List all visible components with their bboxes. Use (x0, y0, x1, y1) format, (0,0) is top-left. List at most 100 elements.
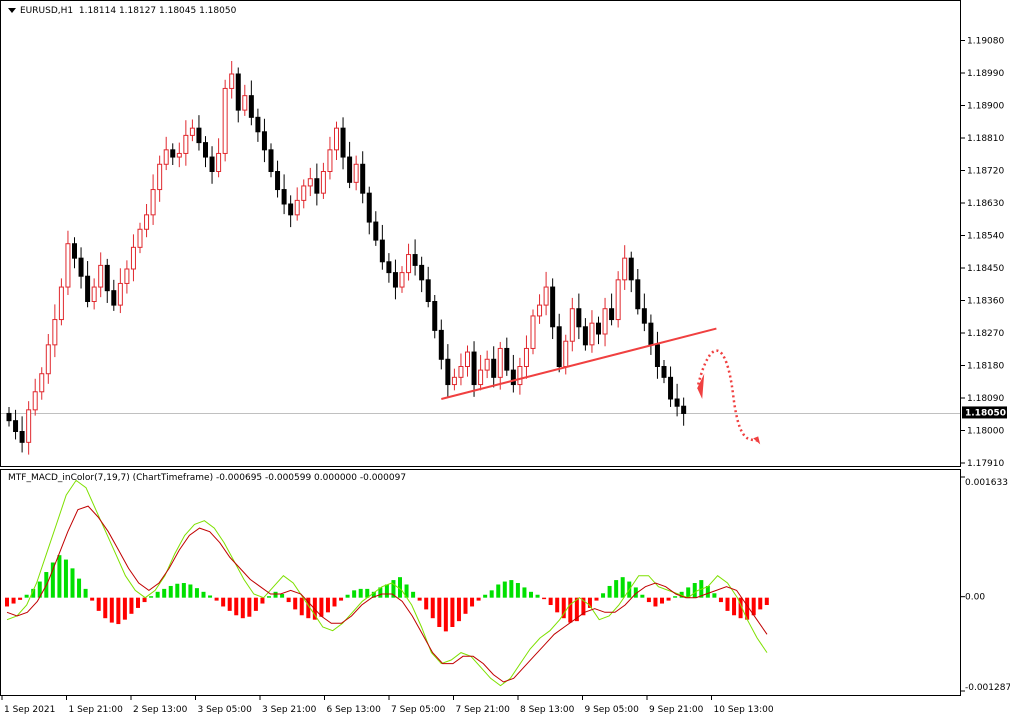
arrowhead-icon (753, 436, 761, 445)
macd-histogram-bar (70, 568, 75, 598)
candle (674, 398, 680, 407)
candle (157, 163, 163, 191)
macd-histogram-bar (253, 597, 258, 611)
macd-histogram-bar (463, 597, 468, 614)
candle (58, 286, 64, 321)
macd-histogram-bar (633, 587, 638, 598)
candle (353, 163, 359, 183)
candle (497, 347, 503, 378)
price-tick-label: 1.19080 (967, 37, 1004, 47)
macd-histogram-bar (653, 597, 658, 607)
candle (432, 301, 438, 331)
candle (111, 290, 117, 306)
indicator-panel[interactable] (0, 469, 961, 696)
price-tick-label: 1.18360 (967, 297, 1004, 307)
candle (124, 268, 130, 284)
macd-histogram-bar (103, 597, 108, 619)
macd-histogram-bar (404, 584, 409, 598)
candle (635, 279, 641, 310)
candle (589, 322, 595, 346)
macd-histogram-bar (63, 559, 68, 598)
macd-histogram-bar (555, 597, 560, 613)
candle (681, 405, 687, 414)
macd-histogram-bar (764, 597, 769, 606)
time-tick-label: 7 Sep 05:00 (391, 705, 446, 715)
candle (340, 127, 346, 158)
macd-histogram-bar (306, 597, 311, 619)
macd-histogram-bar (155, 591, 160, 598)
price-tick-label: 1.18270 (967, 329, 1004, 339)
macd-histogram-bar (299, 597, 304, 616)
macd-histogram-bar (574, 597, 579, 622)
time-tick-label: 9 Sep 05:00 (585, 705, 640, 715)
time-tick-label: 6 Sep 13:00 (327, 705, 382, 715)
macd-histogram-bar (679, 591, 684, 598)
time-tick-label: 8 Sep 13:00 (520, 705, 575, 715)
macd-histogram-bar (489, 590, 494, 598)
macd-histogram-bar (476, 597, 481, 601)
macd-histogram-bar (542, 597, 547, 600)
candle (150, 189, 156, 216)
candle (517, 366, 523, 386)
macd-histogram-bar (692, 583, 697, 598)
macd-histogram-bar (502, 581, 507, 598)
macd-histogram-bar (11, 597, 16, 604)
candle (248, 95, 254, 118)
macd-chart[interactable] (1, 470, 960, 695)
candle (419, 264, 425, 281)
candle (523, 347, 529, 368)
candle (52, 319, 58, 346)
macd-histogram-bar (83, 588, 88, 598)
macd-histogram-bar (732, 597, 737, 616)
macd-histogram-bar (358, 588, 363, 598)
macd-histogram-bar (561, 597, 566, 619)
candle (484, 358, 490, 371)
macd-histogram-bar (18, 597, 23, 600)
candle (478, 369, 484, 386)
candle (399, 272, 405, 288)
candle (170, 149, 176, 158)
macd-histogram-bar (24, 594, 29, 598)
macd-histogram-bar (548, 597, 553, 606)
macd-histogram-bar (450, 597, 455, 627)
macd-histogram-bar (149, 596, 154, 598)
candle (543, 286, 549, 306)
current-price-badge (962, 406, 1007, 419)
macd-histogram-bar (417, 597, 422, 601)
candle (465, 351, 470, 367)
current-price-label: 1.18050 (965, 408, 1006, 418)
candle (13, 420, 19, 432)
candle (471, 351, 477, 386)
candle (668, 376, 674, 400)
macd-histogram-bar (247, 597, 252, 617)
macd-histogram-bar (607, 585, 612, 598)
macd-histogram-bar (240, 597, 245, 619)
candle (654, 344, 660, 368)
candle (491, 358, 497, 378)
candle (615, 279, 621, 321)
candle (268, 149, 274, 172)
macd-line (6, 479, 768, 687)
dropdown-icon[interactable] (8, 8, 16, 13)
candle (537, 304, 543, 317)
price-chart[interactable] (1, 1, 960, 466)
macd-histogram-bar (686, 587, 691, 598)
macd-histogram-bar (162, 588, 167, 598)
macd-histogram-bar (384, 584, 389, 598)
macd-histogram-bar (712, 593, 717, 598)
chart-header: EURUSD,H1 1.18114 1.18127 1.18045 1.1805… (8, 6, 236, 16)
macd-histogram-bar (234, 597, 239, 616)
candle (327, 149, 333, 172)
trendline (441, 327, 717, 400)
candle (366, 192, 372, 223)
price-chart-panel[interactable] (0, 0, 961, 467)
macd-histogram-bar (496, 584, 501, 598)
macd-histogram-bar (365, 588, 370, 598)
candle (183, 134, 189, 154)
candle (137, 228, 143, 248)
candle (301, 185, 307, 201)
candle (104, 264, 110, 292)
candle (255, 116, 261, 133)
projection-arrow (696, 349, 762, 444)
candle (72, 243, 77, 259)
